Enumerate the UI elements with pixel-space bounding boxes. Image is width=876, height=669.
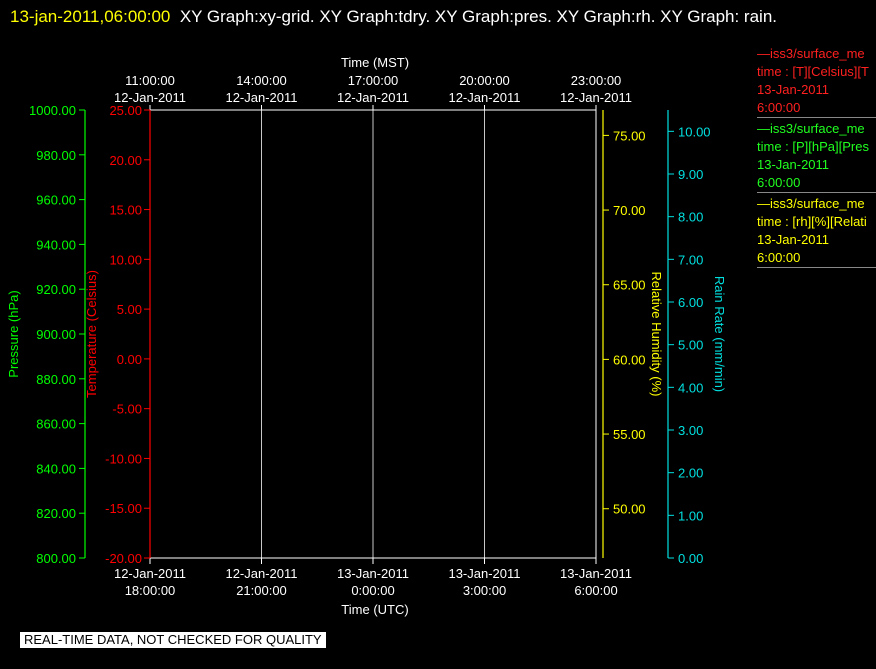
rain-tick-label: 2.00 bbox=[678, 466, 703, 481]
temperature-tick-label: 25.00 bbox=[109, 103, 142, 118]
temperature-tick-label: 10.00 bbox=[109, 252, 142, 267]
legend-line: 6:00:00 bbox=[757, 100, 801, 115]
legend-line: 6:00:00 bbox=[757, 250, 801, 265]
legend: —iss3/surface_me time : [T][Celsius][T 1… bbox=[757, 45, 876, 270]
header-title: XY Graph:xy-grid. XY Graph:tdry. XY Grap… bbox=[179, 7, 778, 26]
pressure-axis-title: Pressure (hPa) bbox=[6, 290, 21, 377]
x-top-tick-date: 12-Jan-2011 bbox=[225, 90, 297, 105]
rain-tick-label: 7.00 bbox=[678, 252, 703, 267]
x-bottom-tick-time: 6:00:00 bbox=[574, 583, 617, 598]
legend-line: —iss3/surface_me bbox=[757, 121, 865, 136]
legend-line: 6:00:00 bbox=[757, 175, 801, 190]
vertical-grid bbox=[261, 110, 485, 558]
pressure-tick-label: 980.00 bbox=[36, 148, 76, 163]
legend-entry-temperature: —iss3/surface_me time : [T][Celsius][T 1… bbox=[757, 45, 876, 118]
x-top-tick-time: 23:00:00 bbox=[571, 73, 622, 88]
x-top-tick-time: 11:00:00 bbox=[125, 73, 175, 88]
rh-tick-label: 75.00 bbox=[613, 128, 646, 143]
rh-tick-label: 60.00 bbox=[613, 352, 646, 367]
x-bottom-tick-date: 12-Jan-2011 bbox=[225, 566, 297, 581]
rain-tick-label: 10.00 bbox=[678, 124, 711, 139]
pressure-tick-label: 900.00 bbox=[36, 327, 76, 342]
x-bottom-tick-time: 3:00:00 bbox=[463, 583, 506, 598]
rain-tick-label: 3.00 bbox=[678, 423, 703, 438]
temperature-tick-label: -15.00 bbox=[105, 501, 142, 516]
rh-tick-label: 65.00 bbox=[613, 278, 646, 293]
legend-line: 13-Jan-2011 bbox=[757, 157, 830, 172]
rain-tick-label: 1.00 bbox=[678, 508, 703, 523]
x-top-tick-date: 12-Jan-2011 bbox=[337, 90, 409, 105]
x-top-tick-date: 12-Jan-2011 bbox=[448, 90, 520, 105]
x-bottom-tick-date: 12-Jan-2011 bbox=[114, 566, 186, 581]
x-bottom-tick-date: 13-Jan-2011 bbox=[448, 566, 520, 581]
x-bottom-axis-label: Time (UTC) bbox=[341, 602, 408, 617]
legend-entry-pressure: —iss3/surface_me time : [P][hPa][Pres 13… bbox=[757, 120, 876, 193]
rh-tick-label: 70.00 bbox=[613, 203, 646, 218]
pressure-tick-label: 880.00 bbox=[36, 372, 76, 387]
temperature-tick-label: -10.00 bbox=[105, 451, 142, 466]
graph-header: 13-jan-2011,06:00:00 XY Graph:xy-grid. X… bbox=[10, 2, 860, 31]
x-bottom-tick-time: 18:00:00 bbox=[125, 583, 176, 598]
x-top-axis-label: Time (MST) bbox=[341, 55, 409, 70]
x-top-tick-time: 17:00:00 bbox=[348, 73, 399, 88]
pressure-tick-label: 800.00 bbox=[36, 551, 76, 566]
legend-line: time : [T][Celsius][T bbox=[757, 64, 869, 79]
rh-tick-label: 50.00 bbox=[613, 502, 646, 517]
rain-tick-label: 5.00 bbox=[678, 338, 703, 353]
legend-line: —iss3/surface_me bbox=[757, 46, 865, 61]
temperature-axis-title: Temperature (Celsius) bbox=[84, 270, 99, 398]
axes: 12-Jan-2011 18:00:00 12-Jan-2011 21:00:00 13… bbox=[6, 55, 727, 617]
legend-line: time : [rh][%][Relati bbox=[757, 214, 867, 229]
temperature-tick-label: 0.00 bbox=[117, 352, 142, 367]
rh-axis-title: Relative Humidity (%) bbox=[649, 272, 664, 397]
legend-line: time : [P][hPa][Pres bbox=[757, 139, 869, 154]
pressure-tick-label: 920.00 bbox=[36, 282, 76, 297]
legend-line: —iss3/surface_me bbox=[757, 196, 865, 211]
rain-tick-label: 9.00 bbox=[678, 167, 703, 182]
pressure-tick-label: 960.00 bbox=[36, 193, 76, 208]
rain-tick-label: 8.00 bbox=[678, 210, 703, 225]
temperature-tick-label: 5.00 bbox=[117, 302, 142, 317]
pressure-tick-label: 1000.00 bbox=[29, 103, 76, 118]
x-bottom-tick-date: 13-Jan-2011 bbox=[337, 566, 409, 581]
legend-line: 13-Jan-2011 bbox=[757, 232, 830, 247]
x-top-tick-time: 14:00:00 bbox=[236, 73, 287, 88]
temperature-tick-label: 20.00 bbox=[109, 153, 142, 168]
rh-tick-label: 55.00 bbox=[613, 427, 646, 442]
header-timestamp: 13-jan-2011,06:00:00 bbox=[10, 7, 171, 26]
rain-axis-title: Rain Rate (mm/min) bbox=[712, 276, 727, 392]
pressure-tick-label: 820.00 bbox=[36, 506, 76, 521]
legend-entry-rh: —iss3/surface_me time : [rh][%][Relati 1… bbox=[757, 195, 876, 268]
rain-tick-label: 4.00 bbox=[678, 380, 703, 395]
pressure-tick-label: 940.00 bbox=[36, 237, 76, 252]
x-top-tick-time: 20:00:00 bbox=[459, 73, 510, 88]
x-top-tick-date: 12-Jan-2011 bbox=[114, 90, 186, 105]
legend-line: 13-Jan-2011 bbox=[757, 82, 830, 97]
x-bottom-tick-time: 21:00:00 bbox=[236, 583, 287, 598]
quality-notice: REAL-TIME DATA, NOT CHECKED FOR QUALITY bbox=[20, 632, 326, 648]
temperature-tick-label: 15.00 bbox=[109, 203, 142, 218]
x-top-tick-date: 12-Jan-2011 bbox=[560, 90, 632, 105]
temperature-tick-label: -20.00 bbox=[105, 551, 142, 566]
pressure-tick-label: 860.00 bbox=[36, 417, 76, 432]
rain-tick-label: 6.00 bbox=[678, 295, 703, 310]
x-bottom-tick-time: 0:00:00 bbox=[351, 583, 394, 598]
pressure-tick-label: 840.00 bbox=[36, 461, 76, 476]
temperature-tick-label: -5.00 bbox=[112, 402, 142, 417]
rain-tick-label: 0.00 bbox=[678, 551, 703, 566]
x-bottom-tick-date: 13-Jan-2011 bbox=[560, 566, 632, 581]
